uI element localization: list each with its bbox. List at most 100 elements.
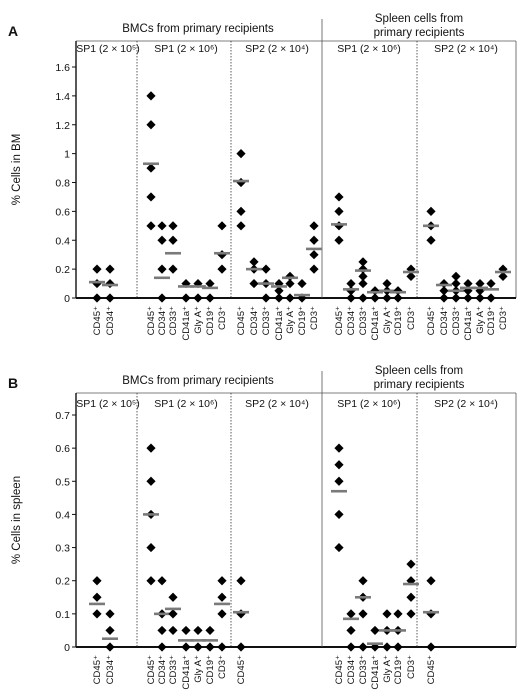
data-point: [92, 576, 102, 586]
y-tick-label: 1.4: [55, 91, 70, 103]
data-point: [236, 576, 246, 586]
group-label: SP1 (2 × 10⁶): [337, 398, 401, 410]
data-point: [236, 609, 246, 619]
data-point: [157, 625, 167, 636]
category-label: CD45⁺: [236, 655, 247, 684]
group-label: SP1 (2 × 10⁶): [154, 398, 218, 410]
data-point: [181, 625, 191, 636]
group-header-spleen-line1: Spleen cells from: [375, 365, 463, 377]
group-label: SP1 (2 × 10⁵): [76, 43, 140, 55]
category-label: CD33⁺: [261, 306, 272, 335]
data-point: [382, 642, 392, 652]
category-label: CD45⁺: [334, 655, 345, 684]
data-point: [309, 221, 319, 231]
category-label: Gly A⁺: [382, 655, 393, 683]
panel-label: A: [8, 23, 18, 39]
data-point: [168, 592, 178, 602]
data-point: [146, 91, 156, 101]
group-label: SP2 (2 × 10⁴): [245, 43, 309, 55]
data-point: [217, 592, 227, 602]
category-label: Gly A⁺: [193, 306, 204, 334]
data-point: [157, 576, 167, 586]
category-label: CD33⁺: [358, 306, 369, 335]
category-label: CD33⁺: [168, 655, 179, 684]
y-tick-label: 0: [64, 642, 70, 654]
category-label: CD34⁺: [249, 306, 260, 335]
category-label: CD3⁺: [406, 655, 417, 679]
y-tick-label: 1.2: [55, 120, 70, 132]
data-point: [146, 120, 156, 130]
data-point: [146, 221, 156, 231]
data-point: [334, 221, 344, 231]
y-tick-label: 0.2: [55, 264, 70, 276]
data-point: [382, 278, 392, 289]
data-point: [334, 476, 344, 486]
data-point: [358, 609, 368, 619]
category-label: CD34⁺: [346, 655, 357, 684]
category-label: CD41a⁺: [463, 306, 474, 341]
data-point: [382, 609, 392, 619]
data-point: [358, 576, 368, 586]
y-tick-label: 0.3: [55, 543, 70, 555]
data-point: [157, 221, 167, 231]
category-label: CD19⁺: [205, 655, 216, 684]
data-point: [236, 642, 246, 652]
data-point: [486, 278, 496, 289]
category-label: CD19⁺: [486, 306, 497, 335]
data-point: [92, 293, 102, 303]
data-point: [439, 286, 449, 296]
data-point: [309, 235, 319, 245]
data-point: [205, 625, 215, 636]
data-point: [168, 221, 178, 231]
category-label: Gly A⁺: [285, 306, 296, 334]
category-label: CD34⁺: [157, 306, 168, 335]
category-label: Gly A⁺: [382, 306, 393, 334]
data-point: [285, 293, 295, 303]
data-point: [261, 264, 271, 274]
data-point: [236, 221, 246, 231]
data-point: [105, 293, 115, 303]
category-label: CD45⁺: [146, 306, 157, 335]
data-point: [146, 163, 156, 173]
data-point: [346, 642, 356, 652]
category-label: CD45⁺: [146, 655, 157, 684]
data-point: [451, 271, 461, 281]
data-point: [217, 264, 227, 274]
data-point: [105, 264, 115, 274]
category-label: CD3⁺: [406, 306, 417, 330]
data-point: [193, 625, 203, 636]
data-point: [426, 576, 436, 586]
data-point: [261, 293, 271, 303]
data-point: [92, 592, 102, 602]
data-point: [205, 642, 215, 652]
data-point: [146, 192, 156, 202]
y-tick-label: 0.8: [55, 178, 70, 190]
data-point: [274, 293, 284, 303]
data-point: [92, 278, 102, 289]
data-point: [181, 642, 191, 652]
data-point: [426, 642, 436, 652]
data-point: [406, 609, 416, 619]
data-point: [285, 271, 295, 281]
category-label: CD34⁺: [157, 655, 168, 684]
y-axis-label: % Cells in BM: [11, 134, 23, 206]
group-label: SP2 (2 × 10⁴): [245, 398, 309, 410]
data-point: [334, 235, 344, 245]
category-label: CD45⁺: [426, 306, 437, 335]
data-point: [157, 235, 167, 245]
data-point: [217, 221, 227, 231]
data-point: [193, 642, 203, 652]
data-point: [297, 278, 307, 289]
data-point: [274, 286, 284, 296]
category-label: CD45⁺: [426, 655, 437, 684]
data-point: [334, 460, 344, 470]
category-label: CD41a⁺: [181, 655, 192, 690]
data-point: [346, 609, 356, 619]
data-point: [92, 264, 102, 274]
data-point: [168, 625, 178, 636]
data-point: [393, 642, 403, 652]
data-point: [393, 293, 403, 303]
category-label: CD34⁺: [439, 306, 450, 335]
data-point: [334, 443, 344, 453]
